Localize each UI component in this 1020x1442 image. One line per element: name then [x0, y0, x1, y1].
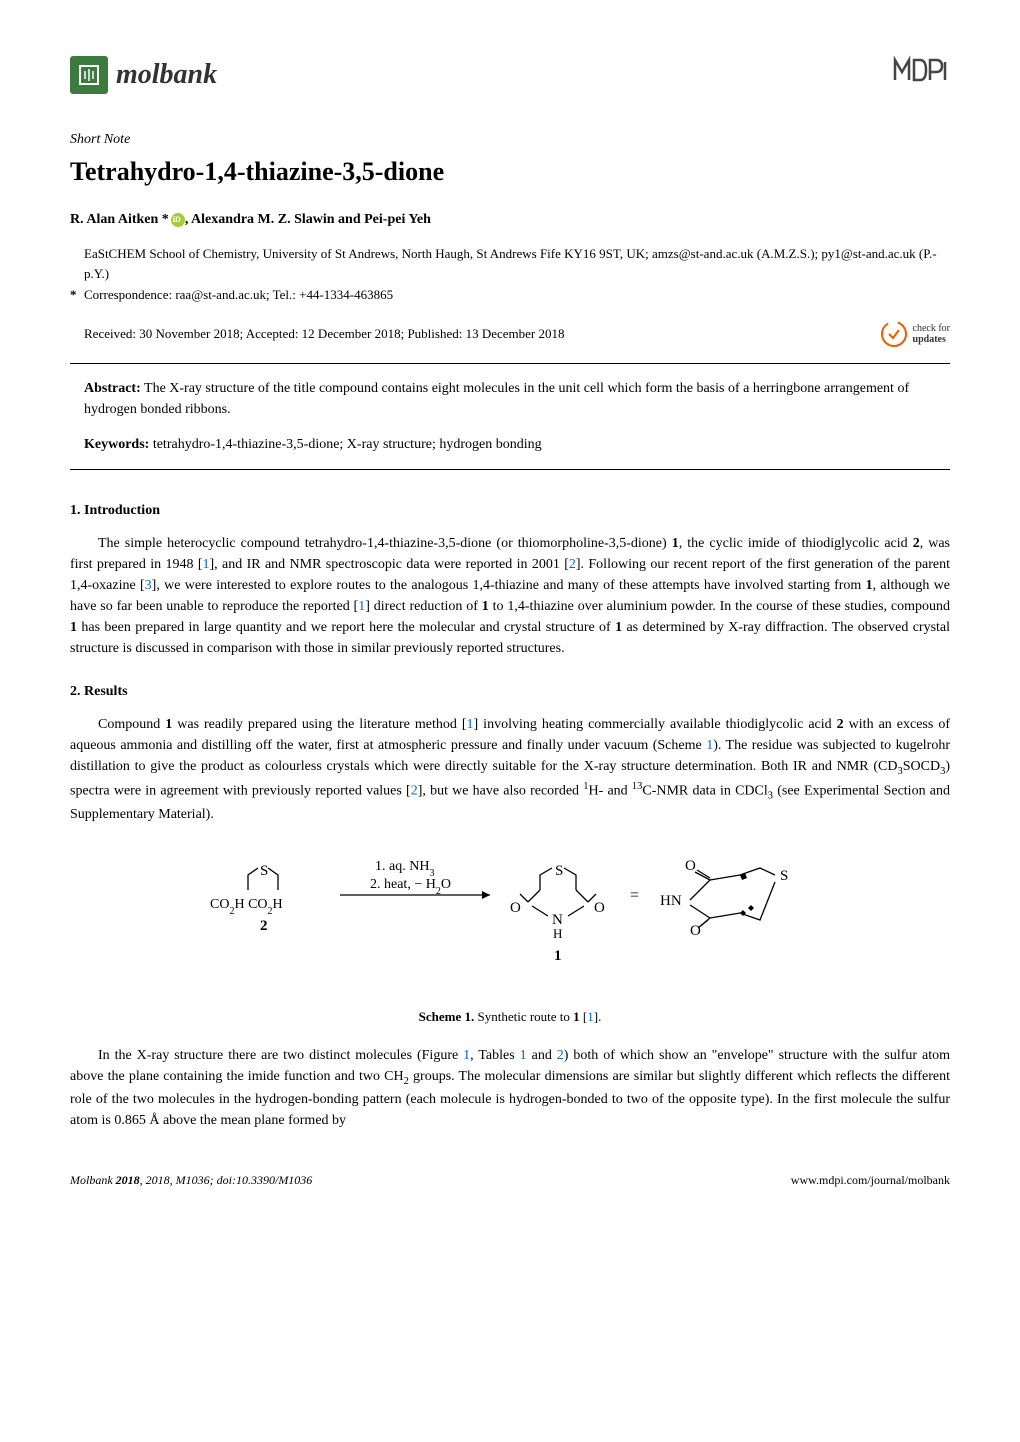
page-footer: Molbank 2018, 2018, M1036; doi:10.3390/M… [70, 1171, 950, 1189]
citation-link[interactable]: 2 [569, 557, 576, 572]
journal-name: molbank [116, 54, 217, 96]
svg-text:O: O [594, 900, 605, 916]
table-link[interactable]: 1 [520, 1048, 527, 1063]
footer-rest: , M1036; doi:10.3390/M1036 [170, 1173, 313, 1187]
scheme-caption: Scheme 1. Synthetic route to 1 [1]. [70, 1007, 950, 1027]
svg-text:O: O [690, 923, 701, 939]
article-type: Short Note [70, 129, 950, 150]
article-title: Tetrahydro-1,4-thiazine-3,5-dione [70, 152, 950, 191]
keywords-text: tetrahydro-1,4-thiazine-3,5-dione; X-ray… [153, 437, 542, 452]
footer-year: 2018 [113, 1173, 140, 1187]
svg-text:2. heat, − H2O: 2. heat, − H2O [370, 877, 451, 897]
text-run: H- and [588, 784, 631, 799]
updates-line2: updates [913, 334, 950, 345]
svg-text:2: 2 [260, 918, 268, 934]
svg-text:O: O [510, 900, 521, 916]
svg-text:O: O [685, 858, 696, 874]
journal-logo: molbank [70, 54, 217, 96]
svg-text:=: = [630, 887, 639, 904]
section-1-para-1: The simple heterocyclic compound tetrahy… [70, 533, 950, 659]
scheme-caption-label: Scheme 1. [419, 1009, 475, 1024]
footer-vol: 2018 [146, 1173, 170, 1187]
text-run: C-NMR data in CDCl [642, 784, 767, 799]
citation-link[interactable]: 3 [145, 578, 152, 593]
text-run: ] direct reduction of [365, 599, 482, 614]
affiliation: EaStCHEM School of Chemistry, University… [70, 244, 950, 283]
compound-ref: 1 [70, 620, 77, 635]
citation-link[interactable]: 1 [467, 717, 474, 732]
correspondence: *Correspondence: raa@st-and.ac.uk; Tel.:… [70, 285, 950, 305]
text-run: ], we were interested to explore routes … [152, 578, 866, 593]
svg-text:H: H [553, 926, 562, 941]
abstract-block: Abstract: The X-ray structure of the tit… [70, 363, 950, 470]
compound-ref: 1 [672, 536, 679, 551]
text-run: ] involving heating commercially availab… [474, 717, 837, 732]
table-link[interactable]: 2 [557, 1048, 564, 1063]
abstract-para: Abstract: The X-ray structure of the tit… [70, 378, 950, 420]
section-1-heading: 1. Introduction [70, 500, 950, 521]
svg-text:S: S [780, 868, 788, 884]
superscript: 13 [632, 781, 643, 792]
section-2-para-2: In the X-ray structure there are two dis… [70, 1045, 950, 1132]
author-list: R. Alan Aitken * , Alexandra M. Z. Slawin… [70, 209, 950, 230]
page-header: molbank [70, 50, 950, 99]
scheme-svg: S CO2H CO2H 2 1. aq. NH3 2. heat, − H2O … [200, 850, 820, 990]
compound-ref: 2 [913, 536, 920, 551]
check-updates-badge[interactable]: check for updates [879, 319, 950, 349]
citation-link[interactable]: 2 [411, 784, 418, 799]
svg-text:1: 1 [554, 948, 562, 964]
footer-left: Molbank 2018, 2018, M1036; doi:10.3390/M… [70, 1171, 312, 1189]
keywords-label: Keywords: [84, 437, 149, 452]
text-run: The simple heterocyclic compound tetrahy… [98, 536, 672, 551]
scheme-caption-compound: 1 [573, 1009, 580, 1024]
journal-logo-icon [70, 56, 108, 94]
svg-text:HN: HN [660, 893, 682, 909]
text-run: In the X-ray structure there are two dis… [98, 1048, 463, 1063]
section-2-para-1: Compound 1 was readily prepared using th… [70, 714, 950, 826]
updates-line1: check for [913, 323, 950, 334]
publication-dates: Received: 30 November 2018; Accepted: 12… [84, 324, 565, 344]
citation-link[interactable]: 1 [203, 557, 210, 572]
footer-right: www.mdpi.com/journal/molbank [791, 1171, 950, 1189]
correspondence-asterisk: * [70, 285, 84, 305]
text-run: SOCD [903, 759, 940, 774]
text-run: ], and IR and NMR spectroscopic data wer… [210, 557, 569, 572]
compound-ref: 1 [866, 578, 873, 593]
author-first: R. Alan Aitken * [70, 212, 169, 227]
footer-journal: Molbank [70, 1173, 113, 1187]
abstract-text: The X-ray structure of the title compoun… [84, 381, 909, 417]
text-run: was readily prepared using the literatur… [172, 717, 466, 732]
dates-row: Received: 30 November 2018; Accepted: 12… [70, 319, 950, 349]
correspondence-text: Correspondence: raa@st-and.ac.uk; Tel.: … [84, 287, 393, 302]
text-run: , Tables [470, 1048, 520, 1063]
text-run: Compound [98, 717, 165, 732]
svg-text:S: S [555, 863, 563, 879]
compound-ref: 2 [837, 717, 844, 732]
keywords-para: Keywords: tetrahydro-1,4-thiazine-3,5-di… [70, 434, 950, 455]
svg-text:1. aq. NH3: 1. aq. NH3 [375, 859, 434, 879]
text-run: and [527, 1048, 557, 1063]
section-2-heading: 2. Results [70, 681, 950, 702]
text-run: has been prepared in large quantity and … [77, 620, 615, 635]
text-run: to 1,4-thiazine over aluminium powder. I… [489, 599, 950, 614]
text-run: ], but we have also recorded [418, 784, 584, 799]
authors-rest: , Alexandra M. Z. Slawin and Pei-pei Yeh [185, 212, 431, 227]
compound-ref: 1 [482, 599, 489, 614]
abstract-label: Abstract: [84, 381, 141, 396]
scheme-caption-text: Synthetic route to [474, 1009, 573, 1024]
scheme-1-figure: S CO2H CO2H 2 1. aq. NH3 2. heat, − H2O … [70, 850, 950, 1027]
scheme-caption-ref[interactable]: 1 [587, 1009, 594, 1024]
svg-text:S: S [260, 863, 268, 879]
svg-text:CO2H CO2H: CO2H CO2H [210, 897, 283, 917]
text-run: , the cyclic imide of thiodiglycolic aci… [679, 536, 913, 551]
orcid-icon [171, 213, 185, 227]
publisher-logo [890, 50, 950, 99]
